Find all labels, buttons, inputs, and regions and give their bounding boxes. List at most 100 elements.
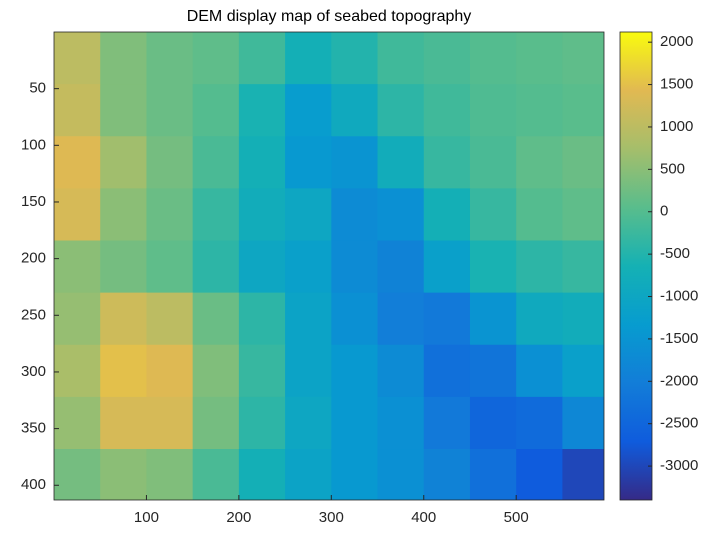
- heatmap-cell: [469, 136, 517, 189]
- heatmap-cell: [238, 188, 286, 242]
- heatmap-cell: [423, 84, 471, 137]
- heatmap-cell: [562, 449, 604, 500]
- heatmap-cell: [238, 396, 286, 450]
- heatmap-cell: [377, 344, 425, 398]
- y-tick-label: 200: [21, 250, 46, 267]
- heatmap-cell: [238, 32, 286, 85]
- colorbar-tick-label: 1500: [660, 76, 693, 93]
- heatmap-cell: [146, 292, 194, 346]
- heatmap-cell: [469, 240, 517, 294]
- y-tick-label: 50: [29, 80, 46, 97]
- heatmap-cell: [331, 84, 379, 137]
- heatmap-cell: [377, 240, 425, 294]
- heatmap-cell: [331, 32, 379, 85]
- heatmap-cell: [516, 84, 564, 137]
- colorbar-tick-label: -2500: [660, 415, 698, 432]
- heatmap-cell: [562, 136, 604, 189]
- heatmap-cell: [238, 292, 286, 346]
- heatmap-cell: [285, 136, 332, 189]
- heatmap-cell: [238, 344, 286, 398]
- heatmap-cell: [100, 292, 148, 346]
- heatmap-cell: [238, 136, 286, 189]
- heatmap-cell: [238, 449, 286, 500]
- x-tick-label: 100: [134, 509, 159, 526]
- heatmap-cell: [100, 188, 148, 242]
- heatmap-cell: [100, 449, 148, 500]
- heatmap-cell: [516, 449, 564, 500]
- heatmap-cell: [331, 344, 379, 398]
- heatmap-cell: [100, 344, 148, 398]
- heatmap-cell: [54, 240, 101, 294]
- heatmap-cell: [192, 32, 240, 85]
- heatmap-cell: [100, 136, 148, 189]
- heatmap-cell: [146, 84, 194, 137]
- x-tick-label: 200: [226, 509, 251, 526]
- heatmap-cell: [285, 240, 332, 294]
- heatmap-cell: [423, 240, 471, 294]
- heatmap-cell: [285, 84, 332, 137]
- heatmap-cell: [423, 449, 471, 500]
- colorbar-tick-label: -1500: [660, 330, 698, 347]
- heatmap-cell: [238, 84, 286, 137]
- heatmap-cell: [331, 396, 379, 450]
- colorbar-tick-label: -3000: [660, 457, 698, 474]
- heatmap-cell: [516, 32, 564, 85]
- heatmap-cell: [516, 240, 564, 294]
- heatmap-cell: [516, 396, 564, 450]
- heatmap-cell: [192, 136, 240, 189]
- heatmap-cell: [331, 136, 379, 189]
- colorbar-tick-label: -1000: [660, 287, 698, 304]
- heatmap-cell: [469, 188, 517, 242]
- heatmap-cell: [146, 449, 194, 500]
- heatmap: [54, 32, 604, 500]
- heatmap-cell: [562, 240, 604, 294]
- colorbar-tick-label: -2000: [660, 372, 698, 389]
- colorbar-tick-label: 1000: [660, 118, 693, 135]
- heatmap-cell: [562, 188, 604, 242]
- heatmap-cell: [331, 240, 379, 294]
- heatmap-cell: [377, 292, 425, 346]
- heatmap-cell: [285, 396, 332, 450]
- heatmap-cell: [516, 188, 564, 242]
- heatmap-cell: [377, 188, 425, 242]
- heatmap-cell: [192, 449, 240, 500]
- heatmap-cell: [285, 292, 332, 346]
- heatmap-cell: [100, 396, 148, 450]
- y-tick-label: 250: [21, 306, 46, 323]
- heatmap-cell: [331, 292, 379, 346]
- heatmap-cell: [377, 396, 425, 450]
- heatmap-cell: [285, 188, 332, 242]
- heatmap-cell: [54, 449, 101, 500]
- heatmap-cell: [285, 32, 332, 85]
- heatmap-cell: [377, 449, 425, 500]
- heatmap-cell: [146, 344, 194, 398]
- heatmap-cell: [516, 136, 564, 189]
- heatmap-cell: [100, 32, 148, 85]
- heatmap-cell: [192, 84, 240, 137]
- x-tick-label: 500: [504, 509, 529, 526]
- heatmap-cell: [285, 449, 332, 500]
- heatmap-cell: [192, 188, 240, 242]
- heatmap-cell: [331, 188, 379, 242]
- heatmap-cell: [238, 240, 286, 294]
- heatmap-cell: [100, 240, 148, 294]
- heatmap-cell: [562, 32, 604, 85]
- y-tick-label: 400: [21, 476, 46, 493]
- heatmap-cell: [192, 240, 240, 294]
- heatmap-cell: [469, 396, 517, 450]
- heatmap-cell: [562, 396, 604, 450]
- heatmap-cell: [423, 188, 471, 242]
- x-tick-label: 400: [411, 509, 436, 526]
- heatmap-cell: [54, 136, 101, 189]
- heatmap-cell: [469, 344, 517, 398]
- heatmap-cell: [54, 32, 101, 85]
- y-tick-label: 150: [21, 193, 46, 210]
- heatmap-cell: [100, 84, 148, 137]
- heatmap-cell: [54, 292, 101, 346]
- heatmap-cell: [54, 84, 101, 137]
- heatmap-cell: [331, 449, 379, 500]
- heatmap-cell: [146, 136, 194, 189]
- heatmap-cell: [562, 344, 604, 398]
